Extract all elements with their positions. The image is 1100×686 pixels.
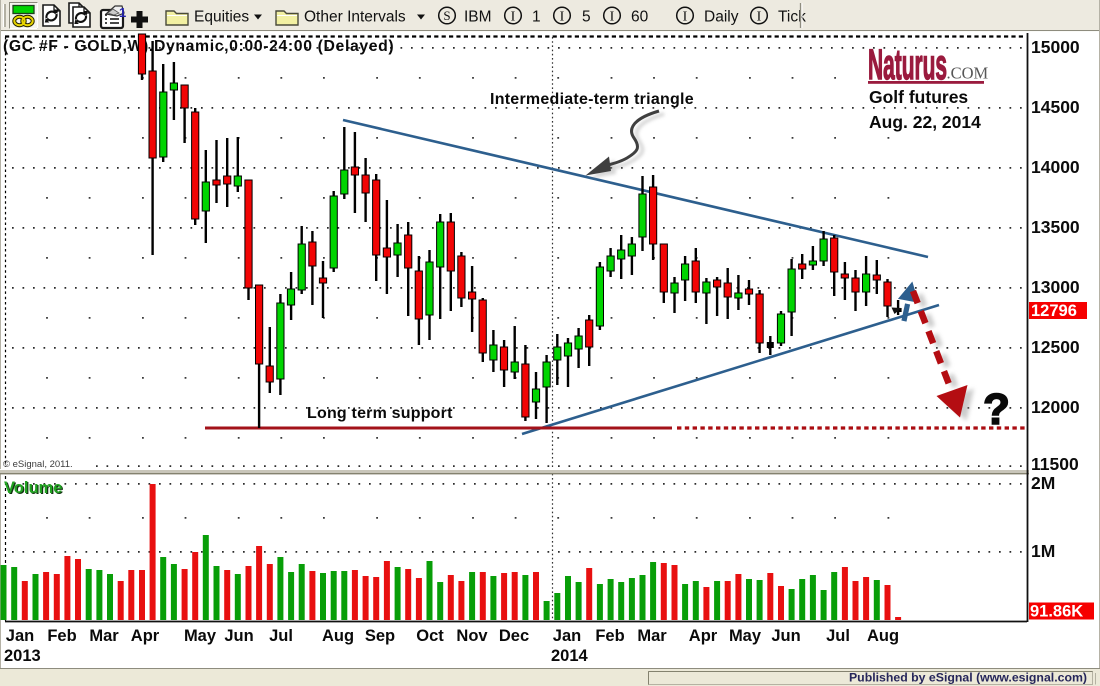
svg-text:1M: 1M — [1031, 541, 1055, 561]
svg-text:Oct: Oct — [416, 627, 444, 645]
svg-text:S: S — [443, 8, 450, 23]
svg-text:Intermediate-term triangle: Intermediate-term triangle — [490, 91, 694, 108]
svg-text:14500: 14500 — [1031, 97, 1080, 117]
svg-text:Aug: Aug — [322, 627, 354, 645]
svg-text:May: May — [184, 627, 217, 645]
svg-text:Other Intervals: Other Intervals — [304, 9, 406, 26]
svg-text:Published by eSignal (www.esig: Published by eSignal (www.esignal.com) — [849, 671, 1087, 685]
svg-text:15000: 15000 — [1031, 37, 1080, 57]
svg-text:?: ? — [983, 385, 1010, 434]
svg-text:11500: 11500 — [1031, 454, 1079, 474]
svg-text:Equities: Equities — [194, 9, 249, 26]
svg-text:Long term support: Long term support — [307, 405, 453, 422]
svg-text:Jan: Jan — [6, 627, 34, 645]
svg-text:2014: 2014 — [551, 647, 589, 665]
svg-text:2013: 2013 — [4, 647, 41, 665]
svg-text:.COM: .COM — [947, 64, 989, 83]
svg-text:© eSignal, 2011.: © eSignal, 2011. — [3, 459, 73, 470]
svg-text:Apr: Apr — [689, 627, 718, 645]
svg-text:I: I — [511, 10, 516, 25]
svg-text:Volume: Volume — [4, 479, 62, 497]
svg-text:Volume: Volume — [5, 480, 63, 498]
svg-text:Feb: Feb — [595, 627, 624, 645]
svg-text:May: May — [729, 627, 762, 645]
svg-text:I: I — [683, 10, 688, 25]
svg-text:Mar: Mar — [89, 627, 119, 645]
svg-text:14000: 14000 — [1031, 157, 1080, 177]
svg-text:Tick: Tick — [778, 9, 806, 26]
svg-text:Jun: Jun — [224, 627, 253, 645]
svg-text:Mar: Mar — [637, 627, 667, 645]
svg-text:IBM: IBM — [464, 9, 492, 26]
svg-text:60: 60 — [631, 9, 649, 26]
svg-text:1: 1 — [119, 5, 126, 20]
svg-text:1: 1 — [532, 9, 541, 26]
svg-text:I: I — [610, 10, 615, 25]
svg-text:2M: 2M — [1031, 473, 1055, 493]
svg-text:Golf futures: Golf futures — [869, 87, 968, 107]
svg-text:Feb: Feb — [47, 627, 76, 645]
svg-text:I: I — [757, 10, 762, 25]
svg-text:Apr: Apr — [131, 627, 160, 645]
svg-text:12500: 12500 — [1031, 337, 1080, 357]
svg-text:Aug. 22, 2014: Aug. 22, 2014 — [869, 112, 981, 132]
svg-text:5: 5 — [582, 9, 591, 26]
svg-text:Jan: Jan — [553, 627, 581, 645]
svg-text:13500: 13500 — [1031, 217, 1080, 237]
svg-text:12000: 12000 — [1031, 397, 1080, 417]
svg-text:91.86K: 91.86K — [1030, 603, 1083, 621]
svg-text:Jul: Jul — [826, 627, 850, 645]
svg-text:Aug: Aug — [867, 627, 899, 645]
svg-text:Sep: Sep — [365, 627, 395, 645]
svg-text:Dec: Dec — [499, 627, 529, 645]
svg-text:Nov: Nov — [456, 627, 488, 645]
svg-text:12796: 12796 — [1031, 302, 1077, 320]
svg-text:I: I — [560, 10, 565, 25]
svg-text:Jun: Jun — [771, 627, 800, 645]
svg-text:(GC #F - GOLD,W).Dynamic,0:00-: (GC #F - GOLD,W).Dynamic,0:00-24:00 (Del… — [3, 38, 394, 55]
svg-text:Daily: Daily — [704, 9, 739, 26]
svg-text:Jul: Jul — [269, 627, 293, 645]
svg-text:13000: 13000 — [1031, 277, 1080, 297]
